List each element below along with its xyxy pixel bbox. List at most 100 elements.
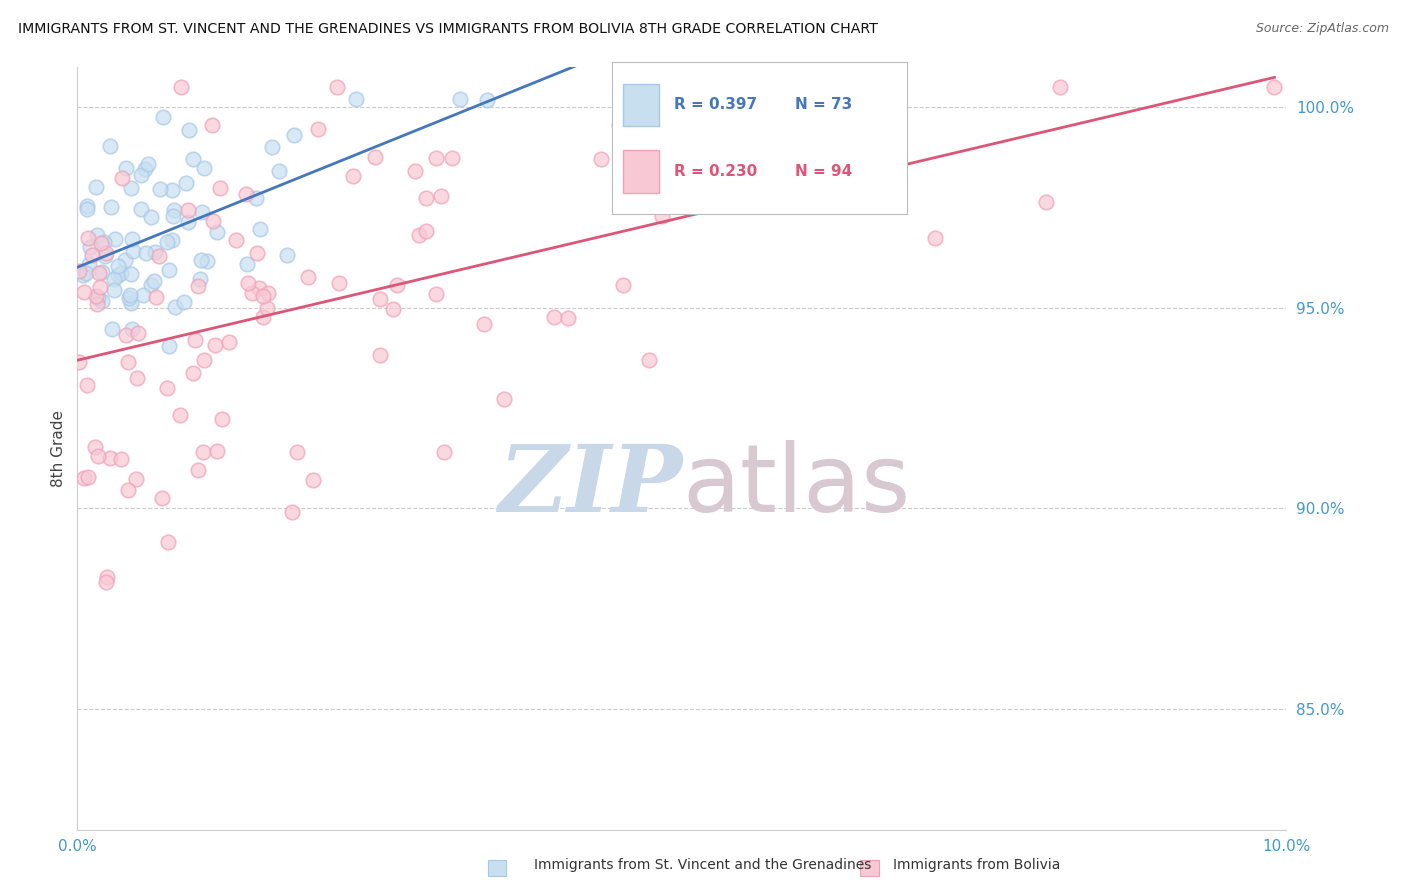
Point — [186, 463, 208, 477]
Point — [924, 231, 946, 245]
Point — [98, 139, 121, 153]
Point — [156, 381, 179, 395]
Point — [187, 278, 209, 293]
Point — [425, 286, 447, 301]
Point — [188, 271, 211, 285]
Point — [91, 294, 114, 309]
Point — [160, 233, 183, 247]
Point — [135, 246, 157, 260]
Point — [87, 449, 110, 463]
Point — [82, 248, 104, 262]
Point — [651, 210, 673, 224]
Point — [276, 248, 298, 262]
Y-axis label: 8th Grade: 8th Grade — [51, 409, 66, 487]
Point — [117, 483, 139, 497]
Text: R = 0.230: R = 0.230 — [673, 164, 756, 179]
Point — [209, 181, 232, 195]
Point — [84, 179, 107, 194]
Point — [477, 93, 499, 107]
Point — [104, 231, 127, 245]
Point — [637, 352, 659, 367]
Point — [190, 253, 212, 268]
Point — [110, 452, 132, 467]
Point — [148, 249, 170, 263]
Point — [1035, 195, 1057, 210]
Point — [236, 277, 259, 291]
Point — [425, 152, 447, 166]
Point — [73, 285, 96, 300]
Point — [205, 226, 228, 240]
Point — [193, 353, 215, 368]
Point — [142, 274, 165, 288]
Point — [252, 310, 274, 324]
Point — [169, 409, 191, 423]
Point — [76, 199, 98, 213]
Point — [174, 176, 197, 190]
Point — [267, 164, 290, 178]
Point — [86, 297, 108, 311]
Point — [94, 245, 117, 260]
Point — [90, 235, 112, 250]
Point — [163, 300, 186, 314]
Point — [283, 128, 305, 142]
Point — [67, 264, 90, 278]
Point — [77, 257, 100, 271]
Point — [246, 246, 269, 260]
Point — [607, 119, 630, 133]
Point — [385, 278, 408, 293]
Point — [235, 257, 257, 271]
Point — [79, 239, 101, 253]
Point — [98, 450, 121, 465]
Point — [121, 322, 143, 336]
Point — [218, 335, 240, 350]
Point — [143, 244, 166, 259]
Point — [472, 317, 495, 331]
Point — [125, 371, 148, 385]
Point — [404, 163, 426, 178]
Point — [125, 471, 148, 485]
Point — [160, 183, 183, 197]
Point — [84, 441, 107, 455]
Point — [256, 286, 278, 301]
Point — [91, 265, 114, 279]
Point — [139, 277, 162, 292]
Point — [256, 301, 278, 315]
Point — [543, 310, 565, 324]
Point — [157, 263, 180, 277]
Point — [129, 202, 152, 216]
Point — [127, 326, 149, 341]
Text: N = 73: N = 73 — [794, 97, 852, 112]
Point — [77, 469, 100, 483]
Point — [557, 310, 579, 325]
Point — [118, 291, 141, 305]
Point — [77, 231, 100, 245]
Text: ZIP: ZIP — [498, 442, 682, 532]
Point — [441, 151, 464, 165]
Point — [302, 473, 325, 487]
Point — [76, 377, 98, 392]
Point — [89, 280, 111, 294]
Point — [120, 267, 142, 281]
Bar — [623, 151, 659, 193]
Text: Source: ZipAtlas.com: Source: ZipAtlas.com — [1256, 22, 1389, 36]
Point — [134, 161, 156, 176]
Point — [370, 348, 392, 362]
Point — [107, 268, 129, 283]
Point — [111, 170, 134, 185]
Point — [157, 535, 180, 549]
Text: R = 0.397: R = 0.397 — [673, 97, 756, 112]
Point — [591, 152, 613, 166]
Point — [117, 355, 139, 369]
Point — [75, 266, 97, 280]
Point — [297, 270, 319, 285]
Point — [72, 268, 94, 282]
Point — [1263, 80, 1285, 95]
Point — [94, 575, 117, 590]
Point — [204, 338, 226, 352]
Point — [163, 202, 186, 217]
Point — [121, 232, 143, 246]
Point — [225, 233, 247, 247]
Text: atlas: atlas — [682, 441, 910, 533]
Point — [118, 288, 141, 302]
Point — [235, 186, 257, 201]
